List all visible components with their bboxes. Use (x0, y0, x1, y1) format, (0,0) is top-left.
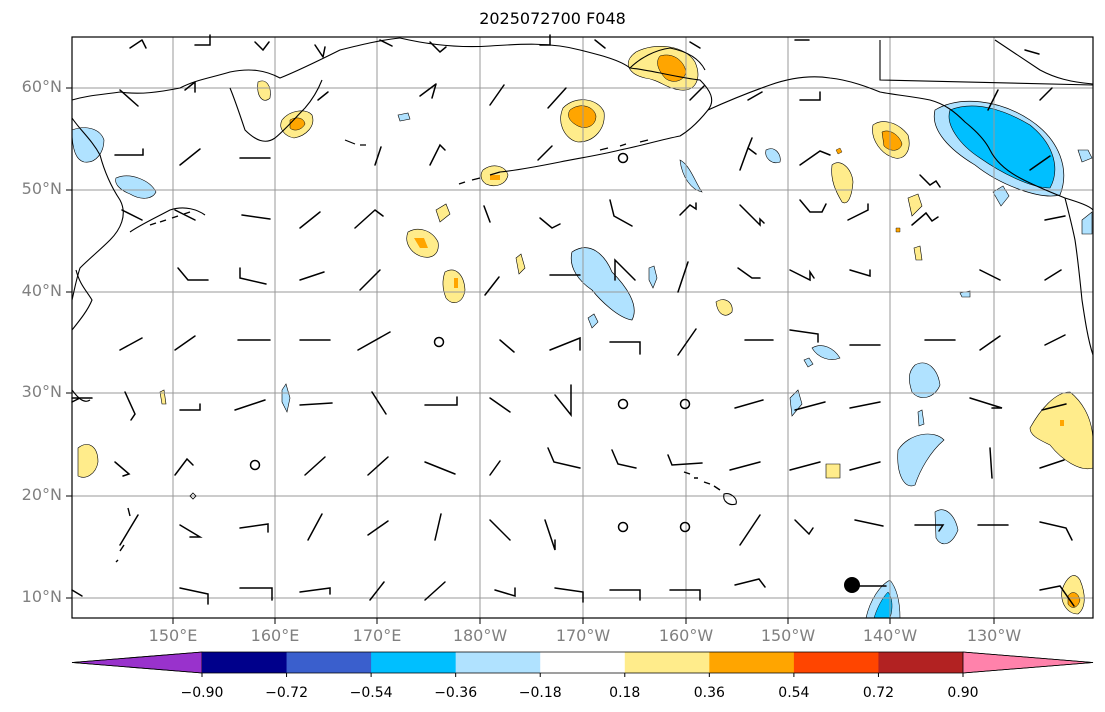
lon-label-140w: 140°W (862, 626, 918, 645)
colorbar-bin (202, 652, 288, 673)
colorbar-tick-label: −0.36 (434, 685, 478, 701)
colorbar-tick-label: −0.18 (518, 685, 562, 701)
lat-label-10n: 10°N (21, 587, 62, 606)
lon-label-180w: 180°W (452, 626, 508, 645)
colorbar-bin (624, 652, 710, 673)
colorbar-tick-label: −0.72 (265, 685, 308, 701)
gridlines (72, 37, 1093, 618)
colorbar-extend-min (71, 651, 203, 674)
lon-label-160e: 160°E (250, 626, 300, 645)
blob-pnw-inner (948, 105, 1056, 189)
colorbar-tick-label: 0.90 (947, 685, 979, 701)
lon-label-130w: 130°W (966, 626, 1022, 645)
lat-label-50n: 50°N (21, 179, 62, 198)
lon-label-160w: 160°W (658, 626, 714, 645)
coastlines (71, 37, 1094, 563)
lon-label-150e: 150°E (148, 626, 198, 645)
colorbar-tick-label: −0.90 (180, 685, 224, 701)
lat-label-20n: 20°N (21, 485, 62, 504)
colorbar-bin (878, 652, 964, 673)
colorbar-bin (709, 652, 795, 673)
calm-markers (249, 152, 691, 533)
colorbar-tick-label: 0.36 (693, 685, 725, 701)
colorbar-tick-label: 0.18 (609, 685, 641, 701)
lon-label-170e: 170°E (352, 626, 402, 645)
colorbar-extend-max (962, 651, 1094, 674)
colorbar (71, 651, 1094, 677)
colorbar-bin (540, 652, 626, 673)
map-title: 2025072700 F048 (479, 9, 626, 28)
wind-barbs (71, 34, 1075, 607)
lat-label-60n: 60°N (21, 77, 62, 96)
station-dot (844, 577, 860, 593)
lat-label-40n: 40°N (21, 281, 62, 300)
lon-label-150w: 150°W (760, 626, 816, 645)
colorbar-tick-label: 0.72 (862, 685, 895, 701)
lat-label-30n: 30°N (21, 382, 62, 401)
blob-kamchatka (71, 127, 105, 163)
colorbar-tick-label: −0.54 (349, 685, 393, 701)
blob-or (1081, 211, 1093, 235)
blob-pnw-small (1077, 149, 1093, 163)
colorbar-bin (286, 652, 372, 673)
anomaly-shading (71, 46, 1094, 619)
colorbar-tick-label: 0.54 (778, 685, 810, 701)
colorbar-bin (793, 652, 879, 673)
colorbar-bin (371, 652, 457, 673)
lon-label-170w: 170°W (555, 626, 611, 645)
blob-wa (992, 185, 1010, 207)
colorbar-bin (455, 652, 541, 673)
blob-kuril (115, 175, 157, 199)
blob-central-1 (570, 247, 635, 321)
axis-ticks (66, 87, 995, 624)
